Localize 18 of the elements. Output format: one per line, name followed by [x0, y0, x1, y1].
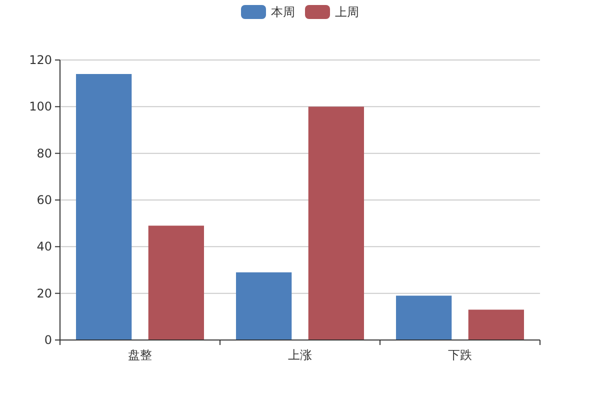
x-tick-label: 盘整	[128, 348, 152, 362]
y-tick-label: 40	[36, 240, 52, 254]
legend-label: 本周	[271, 5, 295, 19]
bar	[148, 226, 204, 340]
y-tick-label: 120	[29, 53, 52, 67]
bar	[396, 296, 452, 340]
y-tick-label: 0	[44, 333, 52, 347]
x-tick-label: 下跌	[448, 348, 472, 362]
y-tick-label: 80	[36, 146, 52, 160]
y-tick-label: 60	[36, 193, 52, 207]
x-tick-label: 上涨	[288, 348, 312, 362]
bar	[236, 272, 292, 340]
y-tick-label: 100	[29, 100, 52, 114]
legend-label: 上周	[335, 5, 359, 19]
bar	[308, 106, 364, 340]
y-tick-label: 20	[36, 286, 52, 300]
bar	[468, 310, 524, 340]
bar	[76, 74, 132, 340]
